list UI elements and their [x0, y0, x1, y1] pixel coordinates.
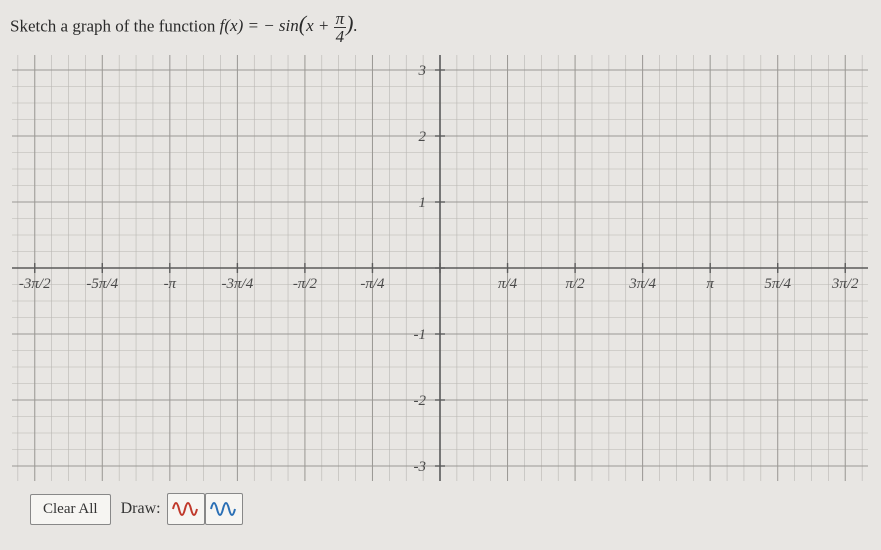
svg-text:-π/4: -π/4 [360, 276, 385, 292]
svg-text:3π/2: 3π/2 [831, 276, 859, 292]
svg-text:π: π [706, 276, 714, 292]
wave-icon [210, 499, 238, 519]
svg-text:5π/4: 5π/4 [764, 276, 791, 292]
draw-wave-tool-2[interactable] [205, 493, 243, 525]
svg-text:3: 3 [418, 63, 427, 79]
svg-text:1: 1 [419, 195, 427, 211]
coordinate-grid[interactable]: -3π/2 -5π/4 -π -3π/4 -π/2 -π/4 π/4 π/2 3π/4 π 5π/4… [10, 53, 870, 483]
grid-svg: -3π/2 -5π/4 -π -3π/4 -π/2 -π/4 π/4 π/2 3π/4 π 5π/4… [10, 53, 870, 483]
svg-text:-π: -π [164, 276, 177, 292]
svg-text:-3π/2: -3π/2 [19, 276, 51, 292]
svg-text:-π/2: -π/2 [293, 276, 318, 292]
svg-text:-2: -2 [414, 393, 427, 409]
wave-icon [172, 499, 200, 519]
svg-text:2: 2 [419, 129, 427, 145]
svg-text:π/2: π/2 [565, 276, 585, 292]
svg-text:π/4: π/4 [498, 276, 518, 292]
draw-wave-tool-1[interactable] [167, 493, 205, 525]
svg-text:-3π/4: -3π/4 [222, 276, 254, 292]
svg-text:-3: -3 [414, 459, 427, 475]
question-prompt: Sketch a graph of the function f(x) = − … [10, 10, 871, 45]
clear-all-button[interactable]: Clear All [30, 494, 111, 525]
prompt-text: Sketch a graph of the function [10, 16, 220, 35]
svg-text:-5π/4: -5π/4 [86, 276, 118, 292]
svg-text:-1: -1 [414, 327, 427, 343]
draw-label: Draw: [121, 500, 161, 518]
svg-text:3π/4: 3π/4 [628, 276, 656, 292]
function-expression: f(x) = − sin(x + π 4 ). [220, 16, 358, 35]
graph-controls: Clear All Draw: [30, 493, 871, 525]
